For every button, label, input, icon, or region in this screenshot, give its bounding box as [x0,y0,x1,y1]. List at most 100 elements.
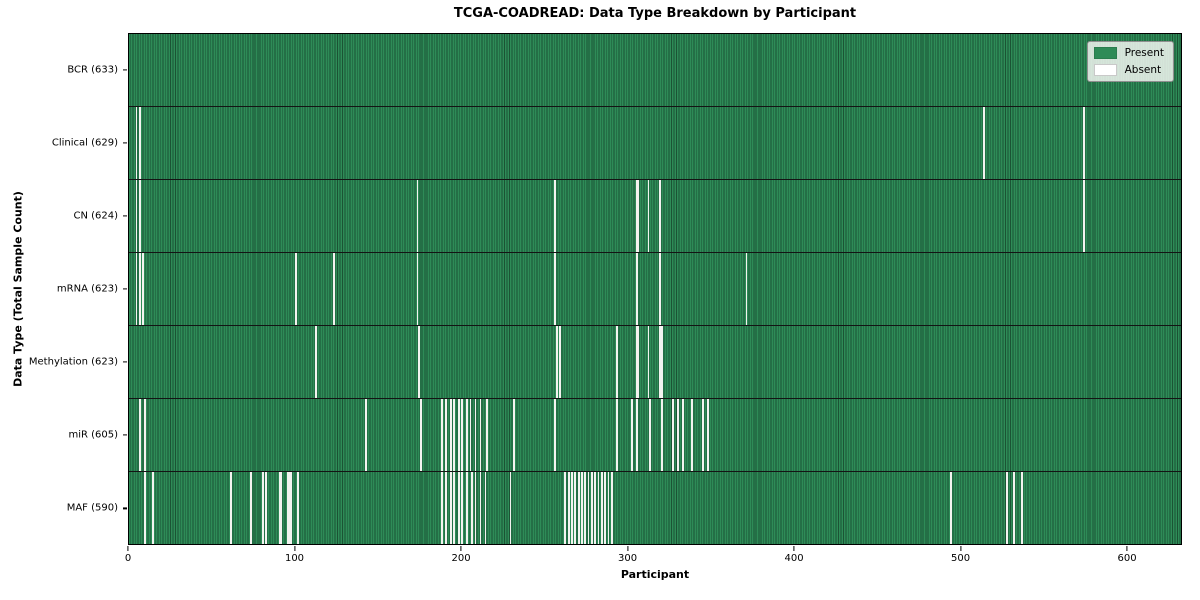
absent-mark [441,472,444,544]
absent-mark [745,253,748,325]
absent-mark [584,472,587,544]
x-tick-label: 300 [617,553,638,564]
absent-mark [474,472,477,544]
y-tick-label-miR: miR (605) [68,429,118,441]
y-tick-label-BCR: BCR (633) [67,64,118,76]
data-row-BCR [129,34,1181,106]
absent-mark [143,472,146,544]
x-tick-label: 0 [124,553,132,564]
x-tick [793,546,795,551]
absent-mark [637,326,640,398]
absent-mark [554,399,557,471]
absent-mark [288,472,291,544]
absent-mark [333,253,336,325]
absent-mark [594,472,597,544]
data-row-mRNA [129,252,1181,325]
absent-mark [597,472,600,544]
absent-mark [607,472,610,544]
x-tick [127,546,129,551]
absent-mark [458,472,460,544]
absent-mark [707,399,710,471]
absent-mark [261,472,264,544]
absent-mark [250,472,253,544]
absent-mark [682,399,685,471]
absent-mark [449,399,452,471]
absent-mark [152,472,155,544]
x-tick [626,546,629,551]
legend-item-absent: Absent [1093,64,1164,76]
absent-mark [559,326,562,398]
x-tick-label: 100 [284,553,305,564]
absent-mark [444,472,447,544]
y-tick [122,142,127,144]
absent-mark [135,180,138,252]
y-tick-label-Clinical: Clinical (629) [51,137,118,149]
absent-mark [577,472,580,544]
absent-mark [659,180,661,252]
absent-mark [138,180,141,252]
absent-mark [466,472,469,544]
absent-mark [615,326,618,398]
data-row-MAF [129,471,1181,544]
absent-mark [509,472,512,544]
absent-mark [554,253,557,325]
absent-mark [135,253,138,325]
absent-mark [466,399,469,471]
x-axis-label: Participant [620,568,690,581]
legend-label-present: Present [1124,47,1164,59]
absent-mark [265,472,268,544]
absent-mark [581,472,583,544]
absent-mark [660,399,663,471]
absent-mark [615,399,618,471]
absent-mark [983,107,986,179]
absent-mark [290,472,292,544]
y-tick [122,215,127,217]
absent-mark [1013,472,1015,544]
absent-mark [600,472,603,544]
absent-mark [364,399,367,471]
absent-mark [143,399,146,471]
absent-mark [659,326,661,398]
absent-mark [1006,472,1009,544]
absent-mark [635,253,638,325]
absent-mark [441,399,444,471]
y-tick-label-CN: CN (624) [73,210,118,222]
absent-mark [567,472,570,544]
absent-mark [315,326,317,398]
absent-mark [604,472,607,544]
legend-item-present: Present [1093,47,1164,59]
absent-mark [449,472,452,544]
absent-mark [702,399,705,471]
absent-mark [471,472,474,544]
absent-mark [637,180,640,252]
absent-mark [554,180,557,252]
absent-mark [1082,180,1085,252]
absent-mark [659,253,661,325]
absent-mark [660,326,663,398]
absent-mark [647,326,650,398]
absent-mark [295,253,297,325]
y-tick [122,507,127,510]
absent-mark [484,472,487,544]
absent-mark [418,326,420,398]
absent-mark [564,472,567,544]
absent-mark [556,326,558,398]
x-tick [1126,546,1128,551]
absent-mark [647,180,650,252]
absent-mark [635,180,638,252]
absent-mark [138,107,141,179]
absent-mark [587,472,590,544]
absent-mark [649,399,651,471]
absent-mark [672,399,675,471]
absent-mark [286,472,289,544]
absent-mark [138,399,141,471]
x-tick [460,546,462,551]
absent-mark [677,399,680,471]
absent-mark [142,253,145,325]
absent-mark [296,472,299,544]
absent-mark [453,472,455,544]
absent-mark [949,472,952,544]
x-tick-label: 600 [1117,553,1137,564]
absent-mark [571,472,573,544]
